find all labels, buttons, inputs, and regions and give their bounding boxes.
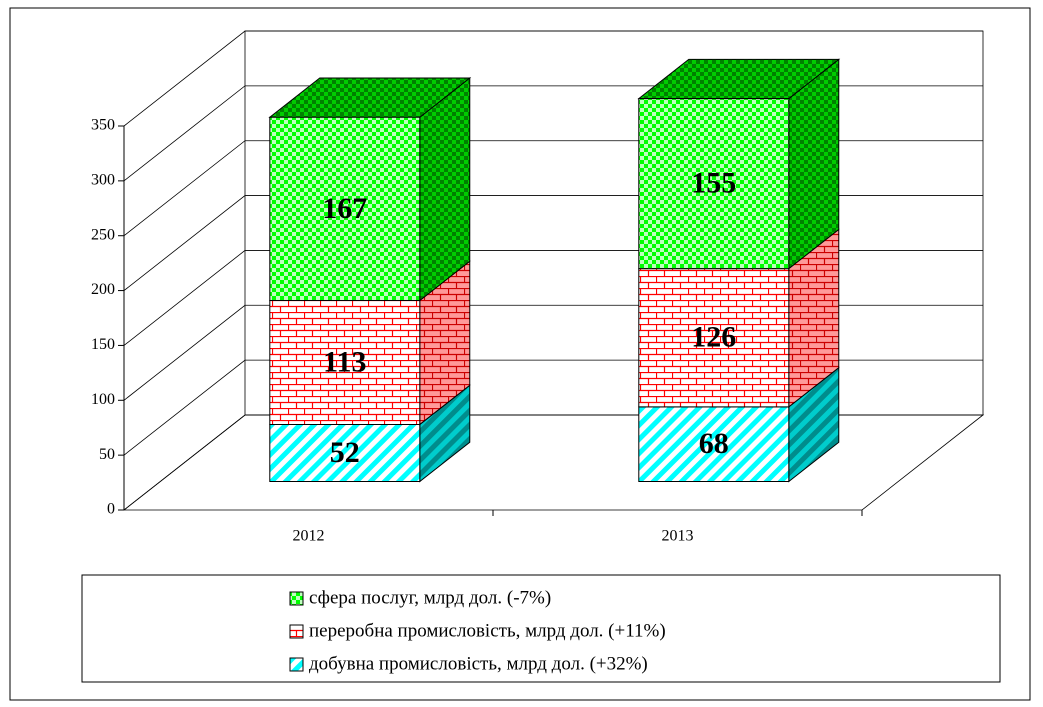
legend-swatch xyxy=(289,657,304,672)
legend-label: сфера послуг, млрд дол. (-7%) xyxy=(309,587,551,608)
bar xyxy=(638,98,790,270)
y-tick-label: 350 xyxy=(91,117,115,134)
legend-label: переробна промисловість, млрд дол. (+11%… xyxy=(309,620,666,641)
x-tick-label: 2012 xyxy=(293,528,325,545)
data-label: 126 xyxy=(691,321,736,354)
y-tick-label: 300 xyxy=(91,172,115,189)
data-label: 68 xyxy=(699,427,729,460)
y-tick-label: 0 xyxy=(107,501,115,518)
y-tick-label: 250 xyxy=(91,226,115,243)
legend-swatch xyxy=(289,591,304,606)
legend-swatch xyxy=(289,624,304,639)
data-label: 167 xyxy=(322,192,367,225)
y-tick-label: 50 xyxy=(99,446,115,463)
data-label: 155 xyxy=(691,167,736,200)
y-tick-label: 150 xyxy=(91,336,115,353)
y-tick-label: 100 xyxy=(91,391,115,408)
grid-line xyxy=(123,30,983,127)
legend-box xyxy=(81,574,1001,683)
data-label: 52 xyxy=(330,436,360,469)
y-tick-label: 200 xyxy=(91,281,115,298)
x-tick-label: 2013 xyxy=(662,528,694,545)
bar xyxy=(269,116,421,301)
legend-label: добувна промисловість, млрд дол. (+32%) xyxy=(309,653,648,674)
data-label: 113 xyxy=(323,345,366,378)
